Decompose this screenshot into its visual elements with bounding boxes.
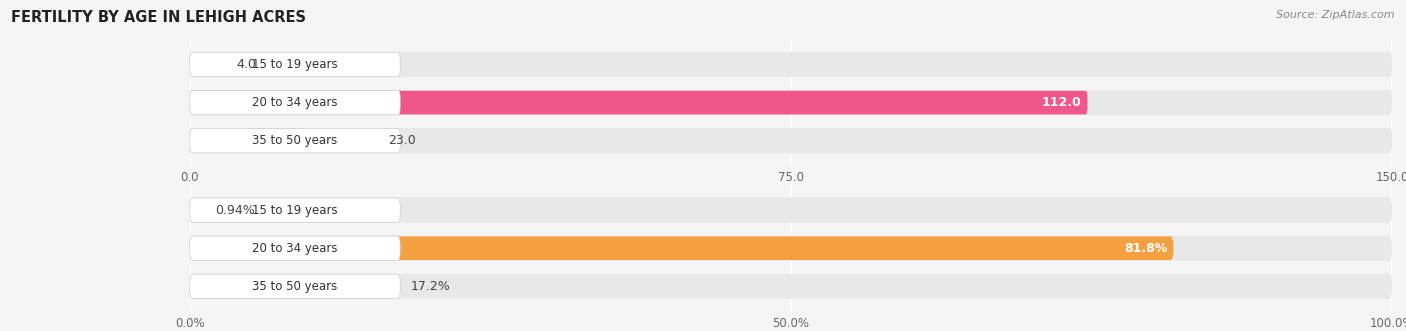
- Text: 35 to 50 years: 35 to 50 years: [252, 134, 337, 147]
- FancyBboxPatch shape: [190, 90, 1392, 115]
- FancyBboxPatch shape: [190, 236, 401, 260]
- Text: FERTILITY BY AGE IN LEHIGH ACRES: FERTILITY BY AGE IN LEHIGH ACRES: [11, 10, 307, 25]
- FancyBboxPatch shape: [190, 90, 401, 115]
- Text: 35 to 50 years: 35 to 50 years: [252, 280, 337, 293]
- FancyBboxPatch shape: [190, 274, 1392, 299]
- Text: 20 to 34 years: 20 to 34 years: [252, 96, 337, 109]
- FancyBboxPatch shape: [190, 52, 1392, 77]
- Text: 15 to 19 years: 15 to 19 years: [252, 204, 337, 216]
- Text: 112.0: 112.0: [1042, 96, 1081, 109]
- Text: 15 to 19 years: 15 to 19 years: [252, 58, 337, 71]
- FancyBboxPatch shape: [190, 91, 1087, 115]
- Text: Source: ZipAtlas.com: Source: ZipAtlas.com: [1277, 10, 1395, 20]
- FancyBboxPatch shape: [190, 52, 401, 77]
- FancyBboxPatch shape: [190, 53, 222, 76]
- FancyBboxPatch shape: [190, 128, 1392, 153]
- Text: 17.2%: 17.2%: [411, 280, 451, 293]
- FancyBboxPatch shape: [190, 198, 201, 222]
- Text: 20 to 34 years: 20 to 34 years: [252, 242, 337, 255]
- FancyBboxPatch shape: [190, 236, 1392, 261]
- FancyBboxPatch shape: [190, 274, 396, 298]
- FancyBboxPatch shape: [190, 128, 401, 153]
- Text: 23.0: 23.0: [388, 134, 416, 147]
- Text: 81.8%: 81.8%: [1123, 242, 1167, 255]
- FancyBboxPatch shape: [190, 198, 1392, 223]
- FancyBboxPatch shape: [190, 274, 401, 299]
- FancyBboxPatch shape: [190, 129, 374, 153]
- FancyBboxPatch shape: [190, 236, 1173, 260]
- Text: 0.94%: 0.94%: [215, 204, 256, 216]
- Text: 4.0: 4.0: [236, 58, 256, 71]
- FancyBboxPatch shape: [190, 198, 401, 222]
